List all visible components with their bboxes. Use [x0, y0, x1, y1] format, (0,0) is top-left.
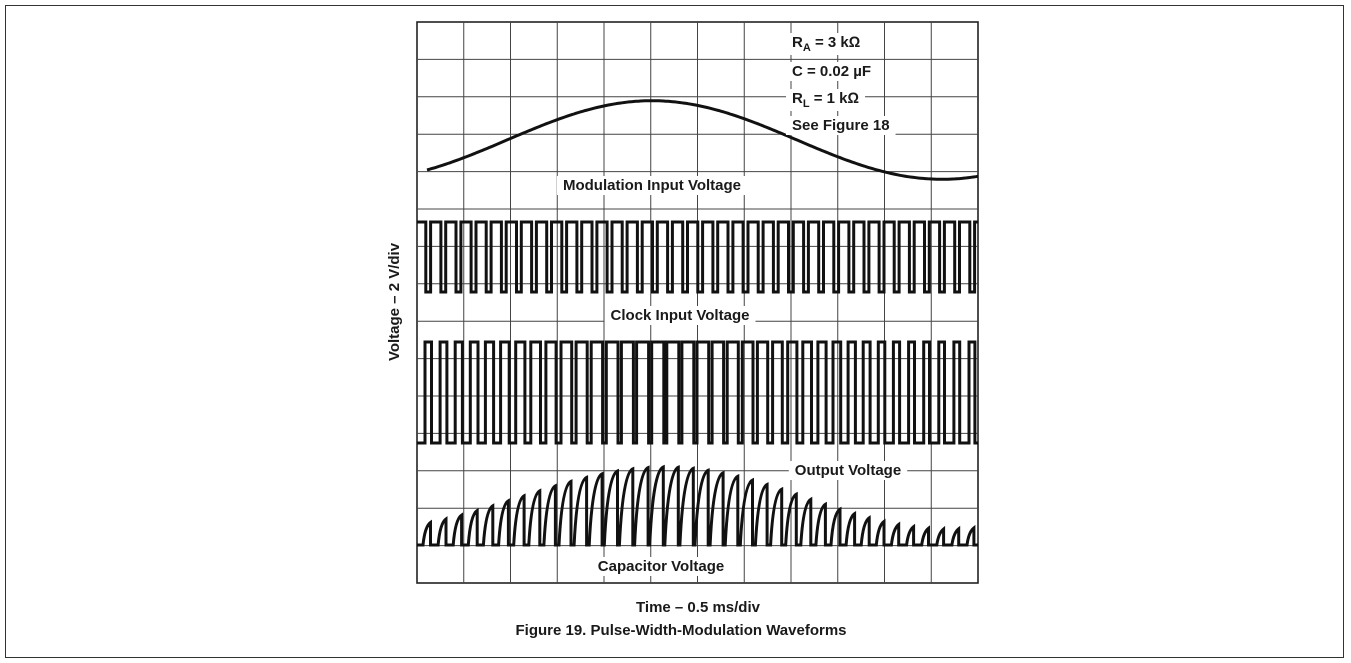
condition-ref: See Figure 18: [792, 117, 890, 134]
label-background: [786, 89, 866, 111]
label-background: [604, 306, 756, 325]
label-background: [556, 176, 748, 195]
figure-frame: [5, 5, 1344, 658]
x-axis-label: Time – 0.5 ms/div: [636, 599, 761, 616]
y-axis-label: Voltage – 2 V/div: [386, 242, 403, 361]
condition-ra: RA = 3 kΩ: [792, 34, 860, 54]
chart-title: Figure 19. Pulse-Width-Modulation Wavefo…: [516, 622, 847, 639]
trace-labels: Modulation Input Voltage Clock Input Vol…: [386, 33, 908, 639]
output-voltage-trace: [417, 340, 978, 445]
label-background: [786, 116, 896, 135]
series-label-capacitor: Capacitor Voltage: [598, 558, 724, 575]
label-background: [591, 557, 731, 576]
capacitor-voltage-trace: [417, 464, 978, 547]
waveform-traces: [417, 99, 979, 547]
condition-rl: RL = 1 kΩ: [792, 90, 859, 110]
series-label-output: Output Voltage: [795, 462, 901, 479]
label-background: [786, 33, 867, 55]
condition-c: C = 0.02 µF: [792, 63, 871, 80]
label-background: [786, 62, 878, 81]
clock-input-trace: [417, 220, 978, 294]
series-label-clock: Clock Input Voltage: [611, 307, 750, 324]
series-label-modulation: Modulation Input Voltage: [563, 177, 741, 194]
modulation-input-trace: [426, 99, 979, 181]
label-background: [788, 461, 908, 480]
